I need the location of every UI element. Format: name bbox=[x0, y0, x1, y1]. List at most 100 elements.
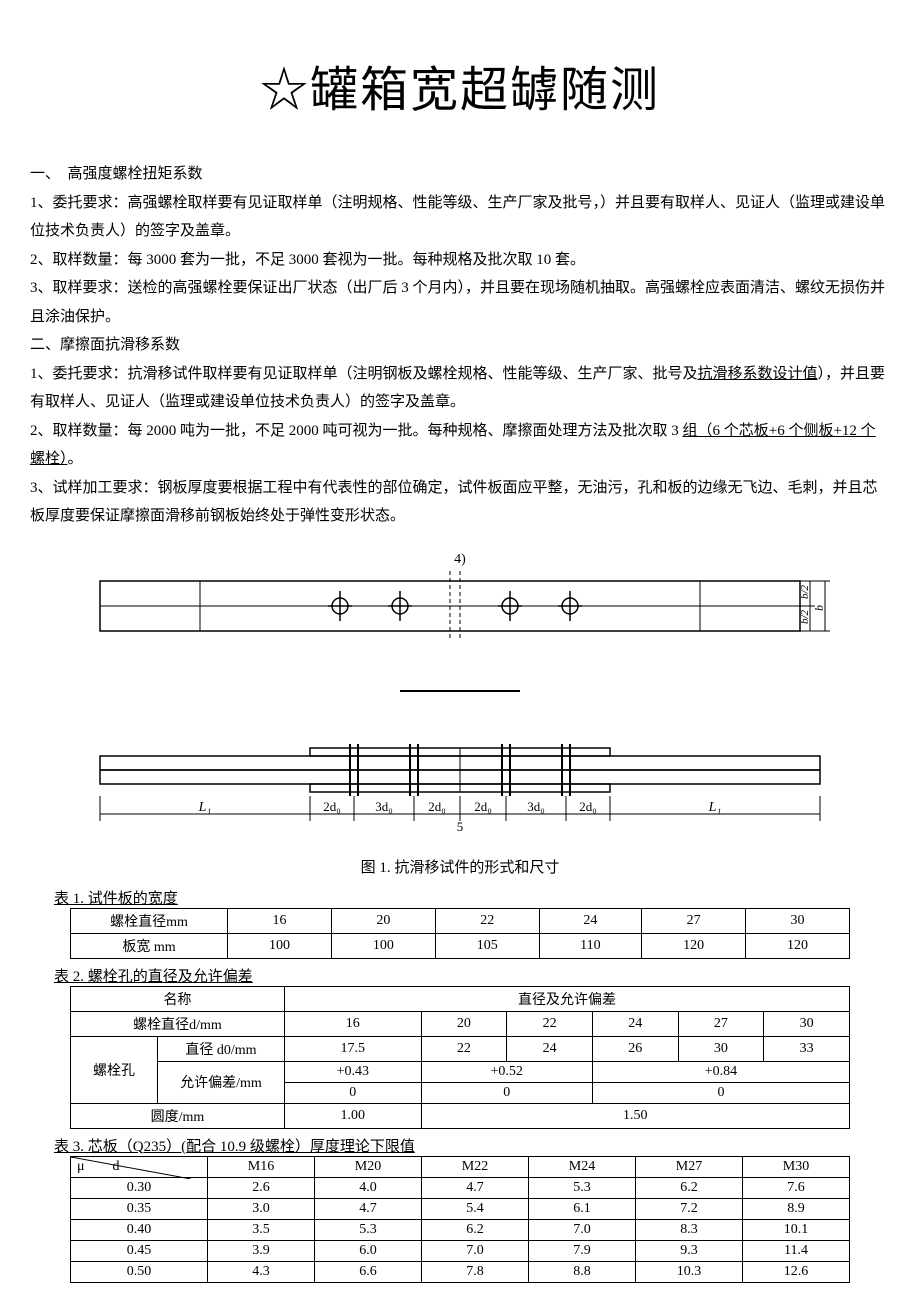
sec2-p2a: 2、取样数量：每 2000 吨为一批，不足 2000 吨可视为一批。每种规格、摩… bbox=[30, 423, 683, 439]
t3-r1c4: 6.1 bbox=[529, 1198, 636, 1219]
t2-tol1a: +0.43 bbox=[285, 1061, 422, 1082]
t2-tol-l: 允许偏差/mm bbox=[158, 1061, 285, 1103]
t3-r4c3: 7.8 bbox=[422, 1261, 529, 1282]
t1-r0c5: 27 bbox=[642, 908, 746, 933]
diagram-divider bbox=[30, 681, 890, 706]
t2-tol3a: +0.84 bbox=[592, 1061, 849, 1082]
t2-tol: 直径及允许偏差 bbox=[285, 986, 850, 1011]
t3-r4c1: 4.3 bbox=[208, 1261, 315, 1282]
svg-text:3d₀: 3d₀ bbox=[527, 799, 545, 814]
t3-r1c2: 4.7 bbox=[315, 1198, 422, 1219]
svg-text:2d₀: 2d₀ bbox=[579, 799, 597, 814]
t3-r1c1: 3.0 bbox=[208, 1198, 315, 1219]
t3-r3c6: 11.4 bbox=[743, 1240, 850, 1261]
t3-r3c5: 9.3 bbox=[636, 1240, 743, 1261]
t3-r0c3: 4.7 bbox=[422, 1177, 529, 1198]
t1-r0c0: 螺栓直径mm bbox=[71, 908, 228, 933]
t2-dia3: 22 bbox=[507, 1011, 593, 1036]
t2-round1: 1.00 bbox=[285, 1103, 422, 1128]
t3-h0: μ d bbox=[71, 1156, 208, 1177]
t3-r1c6: 8.9 bbox=[743, 1198, 850, 1219]
t3-r1c3: 5.4 bbox=[422, 1198, 529, 1219]
t1-r1c2: 100 bbox=[331, 933, 435, 958]
t3-h2: M20 bbox=[315, 1156, 422, 1177]
t2-d06: 33 bbox=[764, 1036, 850, 1061]
sec2-p1u: 抗滑移系数设计值 bbox=[698, 366, 818, 382]
page-title: ☆罐箱宽超罅随测 bbox=[30, 50, 890, 120]
svg-text:L₁: L₁ bbox=[198, 800, 212, 815]
t3-r0c0: 0.30 bbox=[71, 1177, 208, 1198]
t3-r0c5: 6.2 bbox=[636, 1177, 743, 1198]
t2-hole-l: 螺栓孔 bbox=[71, 1036, 158, 1103]
t1-r0c2: 20 bbox=[331, 908, 435, 933]
t1-r1c6: 120 bbox=[746, 933, 850, 958]
t1-r0c4: 24 bbox=[539, 908, 641, 933]
t1-r1c1: 100 bbox=[228, 933, 332, 958]
t1-r0c1: 16 bbox=[228, 908, 332, 933]
t3-r1c0: 0.35 bbox=[71, 1198, 208, 1219]
t3-r2c2: 5.3 bbox=[315, 1219, 422, 1240]
t3-r0c2: 4.0 bbox=[315, 1177, 422, 1198]
sec2-p2: 2、取样数量：每 2000 吨为一批，不足 2000 吨可视为一批。每种规格、摩… bbox=[30, 417, 890, 474]
t3-r2c1: 3.5 bbox=[208, 1219, 315, 1240]
t3-r2c4: 7.0 bbox=[529, 1219, 636, 1240]
table1: 螺栓直径mm 16 20 22 24 27 30 板宽 mm 100 100 1… bbox=[70, 908, 850, 959]
sec2-p3: 3、试样加工要求：钢板厚度要根据工程中有代表性的部位确定，试件板面应平整，无油污… bbox=[30, 474, 890, 531]
t2-d02: 22 bbox=[421, 1036, 507, 1061]
t3-r1c5: 7.2 bbox=[636, 1198, 743, 1219]
t2-d0-l: 直径 d0/mm bbox=[158, 1036, 285, 1061]
t2-dia-l: 螺栓直径d/mm bbox=[71, 1011, 285, 1036]
t3-r4c5: 10.3 bbox=[636, 1261, 743, 1282]
sec1-heading: 一、 高强度螺栓扭矩系数 bbox=[30, 160, 890, 189]
t3-r0c4: 5.3 bbox=[529, 1177, 636, 1198]
svg-text:3d₀: 3d₀ bbox=[375, 799, 393, 814]
sec2-p1a: 1、委托要求：抗滑移试件取样要有见证取样单（注明钢板及螺栓规格、性能等级、生产厂… bbox=[30, 366, 698, 382]
t3-h4: M24 bbox=[529, 1156, 636, 1177]
t1-r1c4: 110 bbox=[539, 933, 641, 958]
svg-text:b/2: b/2 bbox=[799, 584, 811, 599]
t3-r0c6: 7.6 bbox=[743, 1177, 850, 1198]
t3-r3c4: 7.9 bbox=[529, 1240, 636, 1261]
t1-r1c0: 板宽 mm bbox=[71, 933, 228, 958]
t3-r0c1: 2.6 bbox=[208, 1177, 315, 1198]
sec1-p1: 1、委托要求：高强螺栓取样要有见证取样单（注明规格、性能等级、生产厂家及批号，）… bbox=[30, 189, 890, 246]
t2-d04: 26 bbox=[592, 1036, 678, 1061]
svg-text:2d₀: 2d₀ bbox=[474, 799, 492, 814]
svg-text:2d₀: 2d₀ bbox=[428, 799, 446, 814]
t3-r4c6: 12.6 bbox=[743, 1261, 850, 1282]
figure-caption: 图 1. 抗滑移试件的形式和尺寸 bbox=[30, 856, 890, 877]
dim-top-label: 4) bbox=[454, 552, 466, 567]
t3-r4c2: 6.6 bbox=[315, 1261, 422, 1282]
svg-text:5: 5 bbox=[457, 819, 464, 834]
table1-caption: 表 1. 试件板的宽度 bbox=[54, 887, 890, 908]
t1-r0c6: 30 bbox=[746, 908, 850, 933]
table2: 名称 直径及允许偏差 螺栓直径d/mm 16 20 22 24 27 30 螺栓… bbox=[70, 986, 850, 1129]
t2-d03: 24 bbox=[507, 1036, 593, 1061]
t3-r2c5: 8.3 bbox=[636, 1219, 743, 1240]
svg-text:L₁: L₁ bbox=[708, 800, 722, 815]
t2-tol2b: 0 bbox=[421, 1082, 592, 1103]
t2-round-l: 圆度/mm bbox=[71, 1103, 285, 1128]
t1-r1c5: 120 bbox=[642, 933, 746, 958]
t3-h3: M22 bbox=[422, 1156, 529, 1177]
table3: μ d M16 M20 M22 M24 M27 M30 0.302.64.04.… bbox=[70, 1156, 850, 1283]
t2-dia2: 20 bbox=[421, 1011, 507, 1036]
t2-dia5: 27 bbox=[678, 1011, 764, 1036]
t2-tol3b: 0 bbox=[592, 1082, 849, 1103]
t2-d05: 30 bbox=[678, 1036, 764, 1061]
t3-h1: M16 bbox=[208, 1156, 315, 1177]
svg-text:2d₀: 2d₀ bbox=[323, 799, 341, 814]
t2-dia4: 24 bbox=[592, 1011, 678, 1036]
diagram-top: 4) b/2 b/2 b bbox=[30, 551, 890, 661]
t3-r3c3: 7.0 bbox=[422, 1240, 529, 1261]
t3-r4c0: 0.50 bbox=[71, 1261, 208, 1282]
t1-r1c3: 105 bbox=[435, 933, 539, 958]
t3-h5: M27 bbox=[636, 1156, 743, 1177]
sec1-p3: 3、取样要求：送检的高强螺栓要保证出厂状态（出厂后 3 个月内），并且要在现场随… bbox=[30, 274, 890, 331]
t2-name: 名称 bbox=[71, 986, 285, 1011]
t2-round2: 1.50 bbox=[421, 1103, 849, 1128]
t2-dia1: 16 bbox=[285, 1011, 422, 1036]
t3-r2c0: 0.40 bbox=[71, 1219, 208, 1240]
table2-caption: 表 2. 螺栓孔的直径及允许偏差 bbox=[54, 965, 890, 986]
table3-caption: 表 3. 芯板（Q235）(配合 10.9 级螺栓）厚度理论下限值 bbox=[54, 1135, 890, 1156]
